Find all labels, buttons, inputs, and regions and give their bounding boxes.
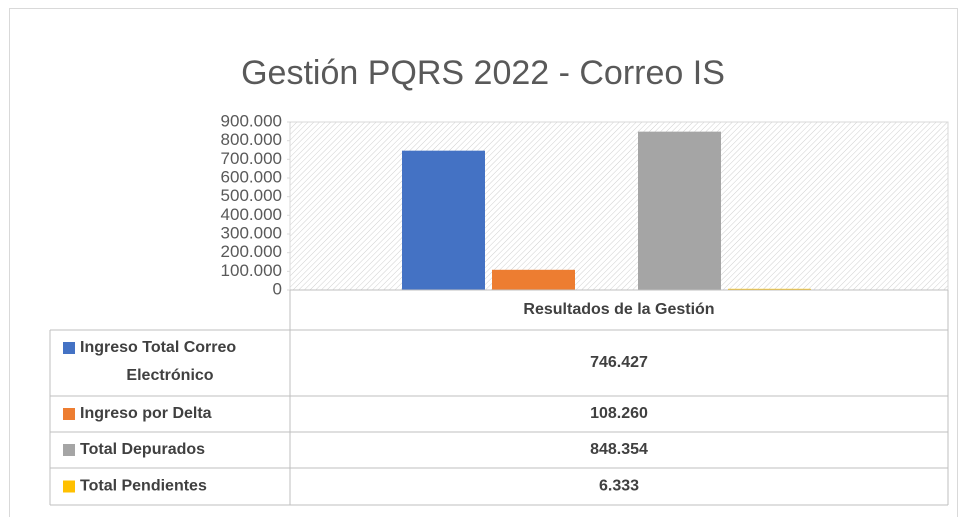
y-tick-label: 400.000 (221, 205, 282, 224)
y-tick-label: 100.000 (221, 261, 282, 280)
legend-label: Total Depurados (80, 441, 205, 458)
x-tick-label: Resultados de la Gestión (523, 301, 714, 318)
y-tick-label: 200.000 (221, 242, 282, 261)
bar (402, 150, 485, 290)
data-table-value: 108.260 (590, 405, 648, 422)
bar (728, 288, 811, 290)
y-tick-label: 800.000 (221, 130, 282, 149)
legend-label: Ingreso Total Correo Electrónico (80, 339, 236, 384)
y-tick-label: 600.000 (221, 167, 282, 186)
data-table-value: 848.354 (590, 441, 648, 458)
y-tick-label: 0 (273, 279, 282, 298)
bar (638, 131, 721, 290)
y-tick-label: 500.000 (221, 186, 282, 205)
data-table-value: 746.427 (590, 354, 648, 371)
legend-swatch (63, 408, 75, 420)
data-table-value: 6.333 (599, 478, 639, 495)
chart-title: Gestión PQRS 2022 - Correo IS (241, 54, 725, 92)
legend-swatch (63, 480, 75, 493)
y-tick-label: 900.000 (221, 111, 282, 130)
bar (492, 269, 575, 290)
plot-area (289, 121, 949, 291)
legend-swatch (63, 444, 75, 456)
y-tick-label: 300.000 (221, 223, 282, 242)
legend-label: Total Pendientes (80, 478, 207, 495)
legend-label: Ingreso por Delta (80, 405, 212, 422)
y-tick-label: 700.000 (221, 149, 282, 168)
legend-swatch (63, 342, 75, 354)
